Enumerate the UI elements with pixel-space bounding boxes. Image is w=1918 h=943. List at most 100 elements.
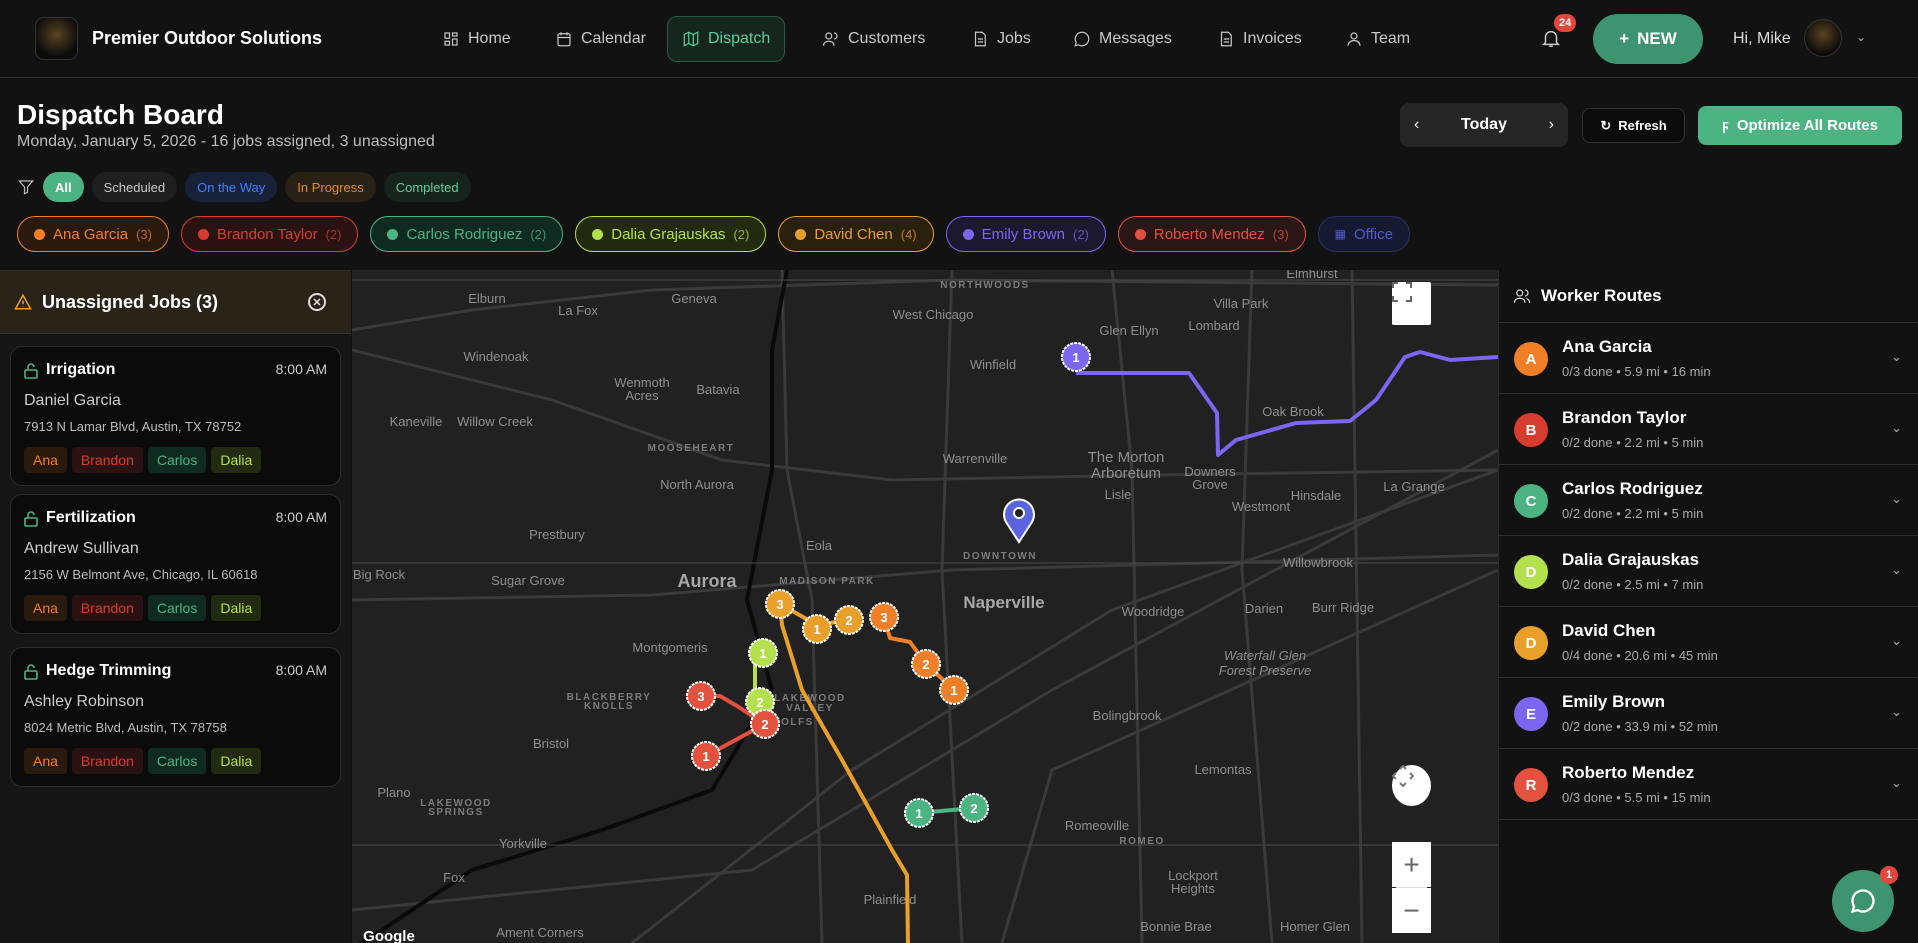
map-label: The Morton xyxy=(1088,449,1165,466)
assign-tag-carlos[interactable]: Carlos xyxy=(147,595,207,621)
unassigned-job-card[interactable]: Hedge Trimming 8:00 AM Ashley Robinson 8024… xyxy=(10,647,341,787)
zoom-out-button[interactable]: − xyxy=(1392,888,1431,933)
assign-tag-brandon[interactable]: Brandon xyxy=(71,447,143,473)
worker-route-row[interactable]: C Carlos Rodriguez 0/2 done • 2.2 mi • 5 m… xyxy=(1499,465,1918,536)
worker-avatar: B xyxy=(1514,413,1548,447)
stop-marker[interactable]: 3 xyxy=(765,589,795,619)
worker-chip[interactable]: Emily Brown (2) xyxy=(945,216,1106,252)
nav-customers[interactable]: Customers xyxy=(808,16,939,62)
worker-chip[interactable]: Carlos Rodriguez (2) xyxy=(370,216,564,252)
unlock-icon xyxy=(24,664,38,680)
stop-marker[interactable]: 1 xyxy=(939,675,969,705)
stop-marker[interactable]: 1 xyxy=(802,614,832,644)
worker-chip[interactable]: Roberto Mendez (3) xyxy=(1117,216,1306,252)
nav-dispatch[interactable]: Dispatch xyxy=(667,16,786,62)
stop-marker[interactable]: 2 xyxy=(750,709,780,739)
stop-marker[interactable]: 2 xyxy=(834,605,864,635)
chevron-down-icon[interactable]: ⌄ xyxy=(1891,633,1902,648)
today-button[interactable]: Today xyxy=(1461,116,1507,133)
new-button[interactable]: + NEW xyxy=(1593,14,1703,64)
assign-tag-ana[interactable]: Ana xyxy=(24,595,67,621)
map-label: Big Rock xyxy=(353,567,406,582)
chevron-down-icon[interactable]: ⌄ xyxy=(1891,704,1902,719)
office-chip[interactable]: ▦ Office xyxy=(1317,216,1410,252)
worker-route-row[interactable]: D Dalia Grajauskas 0/2 done • 2.5 mi • 7 m… xyxy=(1499,536,1918,607)
stop-marker[interactable]: 1 xyxy=(1061,342,1091,372)
chevron-down-icon[interactable]: ⌄ xyxy=(1891,562,1902,577)
separator: • xyxy=(1612,719,1625,734)
top-nav-bar: Premier Outdoor Solutions Home Calendar Di… xyxy=(0,0,1918,78)
nav-jobs[interactable]: Jobs xyxy=(957,16,1045,62)
user-avatar[interactable] xyxy=(1804,19,1842,57)
chevron-down-icon[interactable]: ⌄ xyxy=(1891,420,1902,435)
chevron-down-icon[interactable]: ⌄ xyxy=(1891,349,1902,364)
map-label: North Aurora xyxy=(660,477,734,492)
chat-icon xyxy=(1074,31,1090,47)
nav-team[interactable]: Team xyxy=(1331,16,1424,62)
notifications-button[interactable] xyxy=(1540,26,1564,52)
nav-invoices[interactable]: Invoices xyxy=(1203,16,1316,62)
worker-route-row[interactable]: A Ana Garcia 0/3 done • 5.9 mi • 16 min ⌄ xyxy=(1499,323,1918,394)
nav-home[interactable]: Home xyxy=(428,16,525,62)
worker-route-row[interactable]: R Roberto Mendez 0/3 done • 5.5 mi • 15 mi… xyxy=(1499,749,1918,820)
worker-routes-panel: Worker Routes A Ana Garcia 0/3 done • 5.9 … xyxy=(1498,270,1918,943)
nav-label: Jobs xyxy=(997,30,1031,47)
worker-color-dot xyxy=(197,228,209,240)
worker-chip[interactable]: Ana Garcia (3) xyxy=(17,216,169,252)
prev-day-button[interactable]: ‹ xyxy=(1414,116,1420,133)
worker-chip[interactable]: David Chen (4) xyxy=(778,216,934,252)
stop-marker[interactable]: 1 xyxy=(904,798,934,828)
office-pin-icon[interactable] xyxy=(1003,498,1035,544)
map-canvas[interactable]: Elburn La Fox Geneva West Chicago NORTHWOODS… xyxy=(352,270,1498,943)
worker-route-row[interactable]: E Emily Brown 0/2 done • 33.9 mi • 52 min ⌄ xyxy=(1499,678,1918,749)
chevron-down-icon[interactable]: ⌄ xyxy=(1891,491,1902,506)
assign-tag-ana[interactable]: Ana xyxy=(24,748,67,774)
filter-completed[interactable]: Completed xyxy=(383,172,471,202)
nav-messages[interactable]: Messages xyxy=(1059,16,1186,62)
worker-chip[interactable]: Dalia Grajauskas (2) xyxy=(575,216,767,252)
worker-name: Ana Garcia xyxy=(1562,337,1652,356)
filter-in-progress[interactable]: In Progress xyxy=(285,172,376,202)
stop-marker[interactable]: 1 xyxy=(748,638,778,668)
worker-route-row[interactable]: D David Chen 0/4 done • 20.6 mi • 45 min ⌄ xyxy=(1499,607,1918,678)
assign-tag-ana[interactable]: Ana xyxy=(24,447,67,473)
stop-marker[interactable]: 3 xyxy=(686,681,716,711)
assign-tag-carlos[interactable]: Carlos xyxy=(147,447,207,473)
stop-marker[interactable]: 2 xyxy=(959,793,989,823)
assign-tag-carlos[interactable]: Carlos xyxy=(147,748,207,774)
assign-tag-dalia[interactable]: Dalia xyxy=(211,595,262,621)
close-icon[interactable]: ✕ xyxy=(308,293,326,311)
office-chip-label: Office xyxy=(1354,225,1393,243)
optimize-routes-button[interactable]: ϝ Optimize All Routes xyxy=(1698,106,1902,145)
chevron-down-icon[interactable]: ⌄ xyxy=(1891,775,1902,790)
map-label: Homer Glen xyxy=(1280,919,1350,934)
refresh-button[interactable]: ↻ Refresh xyxy=(1582,108,1685,143)
worker-route-row[interactable]: B Brandon Taylor 0/2 done • 2.2 mi • 5 min… xyxy=(1499,394,1918,465)
unassigned-job-card[interactable]: Irrigation 8:00 AM Daniel Garcia 7913 N Lam… xyxy=(10,346,341,486)
map-label: NORTHWOODS xyxy=(940,280,1029,291)
worker-chip[interactable]: Brandon Taylor (2) xyxy=(180,216,359,252)
assign-tag-dalia[interactable]: Dalia xyxy=(211,447,262,473)
stop-marker[interactable]: 3 xyxy=(869,602,899,632)
stop-marker[interactable]: 2 xyxy=(911,649,941,679)
chevron-down-icon[interactable]: ⌄ xyxy=(1856,30,1867,44)
stop-marker[interactable]: 1 xyxy=(691,741,721,771)
assign-tag-brandon[interactable]: Brandon xyxy=(71,595,143,621)
nav-calendar[interactable]: Calendar xyxy=(541,16,660,62)
next-day-button[interactable]: › xyxy=(1548,116,1554,133)
assign-tag-dalia[interactable]: Dalia xyxy=(211,748,262,774)
pan-control[interactable] xyxy=(1392,765,1431,806)
filter-scheduled[interactable]: Scheduled xyxy=(91,172,178,202)
filter-all[interactable]: All xyxy=(43,172,84,202)
unassigned-job-card[interactable]: Fertilization 8:00 AM Andrew Sullivan 2156 … xyxy=(10,494,341,634)
route-line xyxy=(778,603,910,943)
map-view[interactable]: Elburn La Fox Geneva West Chicago NORTHWOODS… xyxy=(352,270,1498,943)
fullscreen-button[interactable] xyxy=(1392,282,1431,325)
filter-on-the-way[interactable]: On the Way xyxy=(185,172,278,202)
company-logo[interactable] xyxy=(35,17,78,60)
separator: • xyxy=(1659,435,1672,450)
refresh-icon: ↻ xyxy=(1600,117,1612,133)
assign-tag-brandon[interactable]: Brandon xyxy=(71,748,143,774)
map-label: Lemontas xyxy=(1194,762,1252,777)
zoom-in-button[interactable]: + xyxy=(1392,842,1431,887)
